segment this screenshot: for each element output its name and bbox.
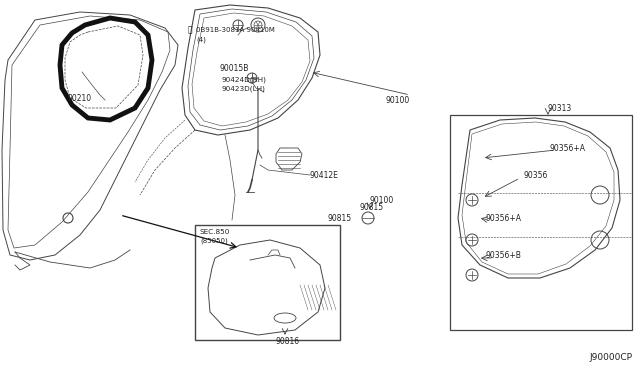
Text: 90100: 90100: [385, 96, 409, 105]
Text: 90356+A: 90356+A: [486, 214, 522, 222]
Text: 90816: 90816: [275, 337, 299, 346]
Text: 90356: 90356: [524, 170, 548, 180]
Text: 90313: 90313: [548, 103, 572, 112]
Text: 90423D(LH): 90423D(LH): [222, 86, 266, 92]
Bar: [195, 225, 340, 340]
Bar: [450, 115, 632, 330]
Text: 90356+B: 90356+B: [486, 250, 522, 260]
Text: (85050): (85050): [200, 238, 228, 244]
Text: (4): (4): [196, 37, 206, 43]
Text: Ⓝ: Ⓝ: [188, 26, 193, 35]
Text: J90000CP: J90000CP: [589, 353, 632, 362]
Text: 90412E: 90412E: [310, 170, 339, 180]
Text: 0B91B-3081A 90410M: 0B91B-3081A 90410M: [196, 27, 275, 33]
Text: 90100: 90100: [370, 196, 394, 205]
Text: SEC.850: SEC.850: [200, 229, 230, 235]
Text: 90356+A: 90356+A: [550, 144, 586, 153]
Text: 90815: 90815: [360, 202, 384, 212]
Text: 90424D(RH): 90424D(RH): [222, 77, 267, 83]
Text: 90210: 90210: [68, 93, 92, 103]
Text: 90815: 90815: [328, 214, 352, 222]
Text: 90015B: 90015B: [220, 64, 250, 73]
